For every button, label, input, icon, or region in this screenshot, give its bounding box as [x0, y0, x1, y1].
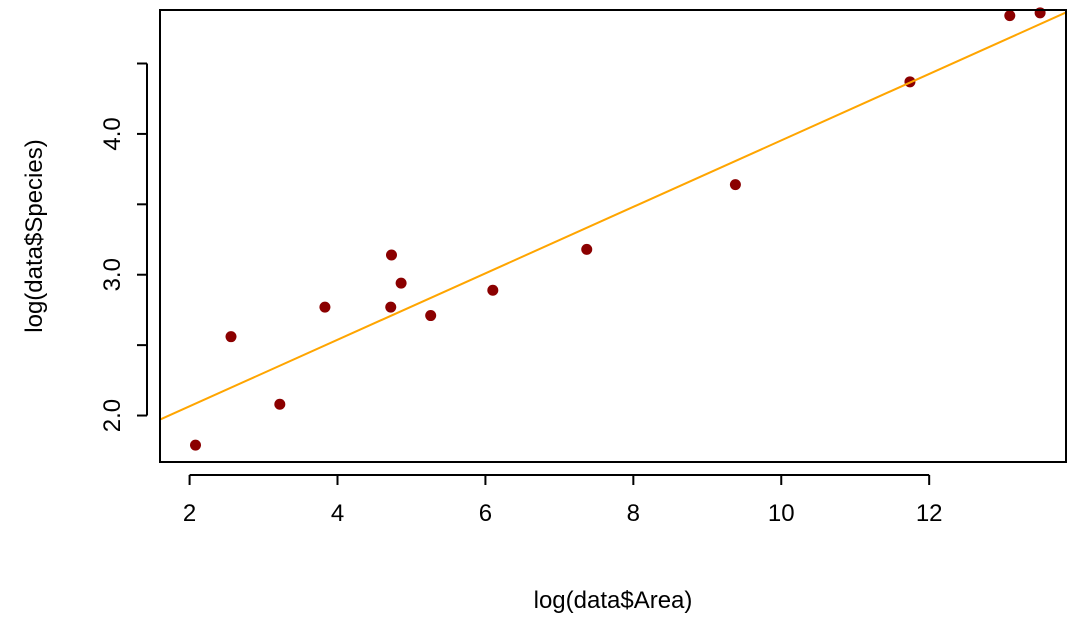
data-point	[1004, 10, 1016, 22]
data-point	[425, 310, 437, 322]
y-axis-label: log(data$Species)	[21, 139, 48, 332]
regression-line	[159, 11, 1067, 421]
data-point	[319, 301, 331, 313]
x-axis-label: log(data$Area)	[534, 587, 693, 614]
y-axis: 2.0 3.0 4.0	[99, 62, 148, 432]
x-tick-label: 10	[768, 500, 795, 527]
x-tick-label: 12	[916, 500, 943, 527]
data-point	[274, 398, 286, 410]
plot-frame	[159, 9, 1067, 463]
data-point	[487, 284, 499, 296]
data-points	[190, 7, 1046, 451]
x-tick-label: 6	[479, 500, 492, 527]
data-point	[581, 243, 593, 255]
data-point	[729, 179, 741, 191]
y-tick-label: 4.0	[99, 117, 126, 150]
x-axis: 2 4 6 8 10 12	[183, 474, 943, 527]
data-point	[385, 249, 397, 261]
x-tick-label: 4	[331, 500, 344, 527]
data-point	[225, 331, 237, 343]
data-point	[190, 439, 202, 451]
x-tick-label: 8	[627, 500, 640, 527]
data-point	[385, 301, 397, 313]
y-tick-label: 3.0	[99, 258, 126, 291]
x-tick-label: 2	[183, 500, 196, 527]
y-tick-label: 2.0	[99, 399, 126, 432]
data-point	[395, 277, 407, 289]
data-point	[1034, 7, 1046, 19]
